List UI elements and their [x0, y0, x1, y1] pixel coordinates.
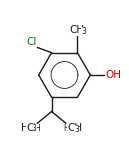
Text: 3: 3: [32, 124, 37, 133]
Text: OH: OH: [105, 70, 121, 80]
Text: H: H: [21, 123, 29, 133]
Text: 3: 3: [74, 125, 79, 134]
Text: C: C: [26, 123, 34, 133]
Text: CH: CH: [70, 25, 85, 35]
Text: C: C: [69, 123, 76, 133]
Text: 3: 3: [26, 125, 31, 134]
Text: 3: 3: [81, 27, 86, 36]
Text: Cl: Cl: [26, 37, 37, 47]
Text: H: H: [34, 124, 40, 133]
Text: H: H: [64, 124, 69, 133]
Text: C: C: [27, 123, 34, 133]
Text: CH: CH: [68, 123, 83, 133]
Text: 3: 3: [67, 124, 71, 133]
